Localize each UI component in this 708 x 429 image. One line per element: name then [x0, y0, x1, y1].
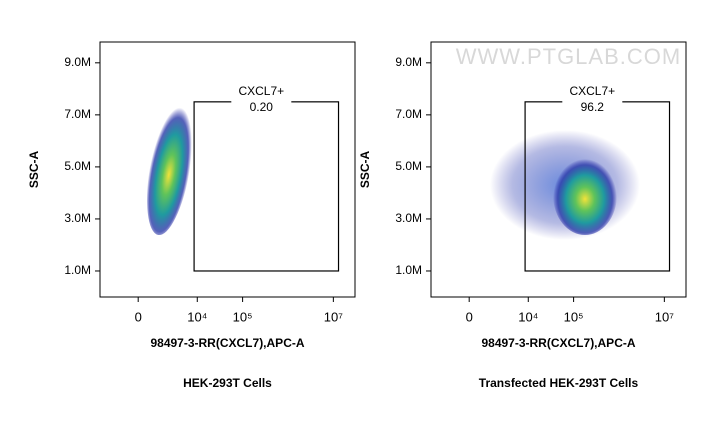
y-tick-label: 9.0M: [64, 55, 91, 69]
plot-frame: [99, 41, 356, 298]
gate: [193, 101, 340, 272]
plot-frame: [430, 41, 687, 298]
x-tick-label: 10⁷: [324, 309, 343, 324]
x-tick-label: 10⁷: [655, 309, 674, 324]
x-tick-label: 10⁴: [187, 309, 207, 324]
x-axis-label: 98497-3-RR(CXCL7),APC-A: [150, 336, 304, 350]
y-tick-label: 1.0M: [395, 263, 422, 277]
x-tick-label: 0: [466, 309, 473, 324]
watermark: WWW.PTGLAB.COM: [456, 44, 681, 69]
y-axis-label: SSC-A: [358, 151, 372, 189]
x-tick-label: 10⁵: [233, 309, 253, 324]
event-density: [147, 100, 640, 240]
x-tick-label: 10⁴: [518, 309, 538, 324]
y-tick-label: 7.0M: [64, 107, 91, 121]
x-tick-label: 0: [135, 309, 142, 324]
y-tick-label: 5.0M: [64, 159, 91, 173]
caption: Transfected HEK-293T Cells: [479, 376, 639, 390]
y-tick-label: 1.0M: [64, 263, 91, 277]
gate-label-bg: [562, 89, 623, 118]
y-tick-label: 3.0M: [395, 211, 422, 225]
y-tick-label: 5.0M: [395, 159, 422, 173]
y-tick-label: 9.0M: [395, 55, 422, 69]
gate-value: 0.20: [250, 100, 274, 114]
caption: HEK-293T Cells: [183, 376, 272, 390]
x-axis-label: 98497-3-RR(CXCL7),APC-A: [481, 336, 635, 350]
y-tick-label: 7.0M: [395, 107, 422, 121]
gate-name: CXCL7+: [238, 84, 284, 98]
y-axis-label: SSC-A: [27, 151, 41, 189]
x-tick-label: 10⁵: [564, 309, 584, 324]
gate-label-bg: [231, 89, 292, 118]
gate-value: 96.2: [581, 100, 605, 114]
y-tick-label: 3.0M: [64, 211, 91, 225]
gate-name: CXCL7+: [569, 84, 615, 98]
